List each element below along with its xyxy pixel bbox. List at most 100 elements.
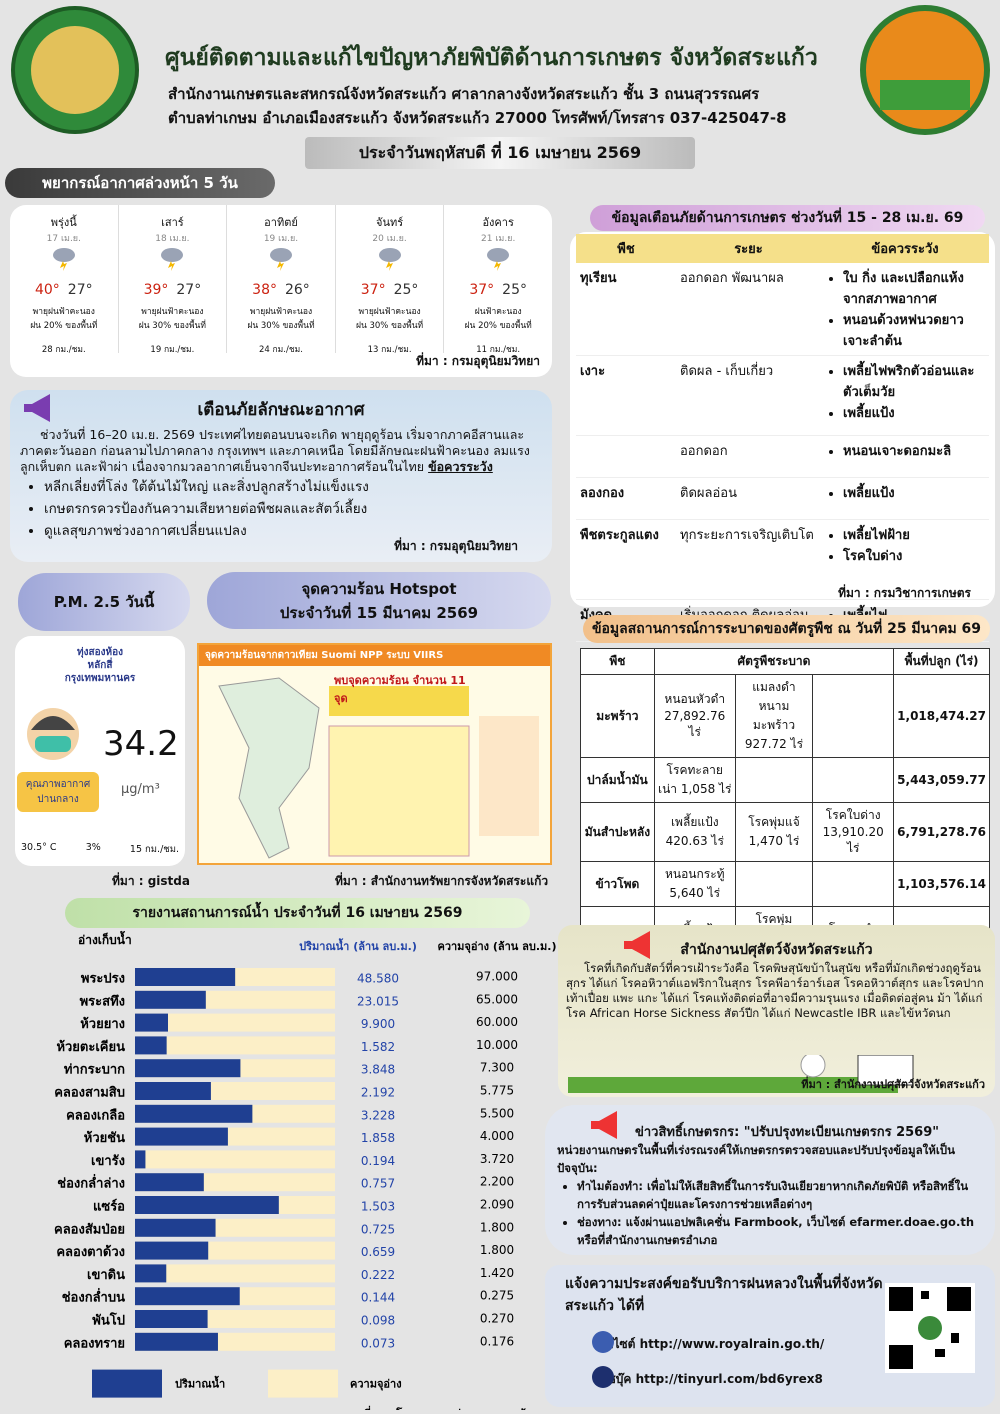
volume-bar	[135, 1059, 241, 1078]
weather-desc: พายุฝนฟ้าคะนอง	[32, 307, 95, 317]
pest-crop: มันสำปะหลัง	[580, 802, 655, 862]
capacity-label: 65.000	[476, 992, 518, 1006]
pest-cell: หนอนกระทู้ 5,640 ไร่	[653, 861, 736, 907]
forecast-day: อาทิตย์ 19 เม.ย. 38° 26° พายุฝนฟ้าคะนอง ฝน 30…	[226, 205, 335, 355]
warning-box: เตือนภัยลักษณะอากาศ ช่วงวันที่ 16–20 เม.…	[10, 390, 552, 562]
forecast-day: จันทร์ 20 เม.ย. 37° 25° พายุฝนฟ้าคะนอง ฝน 30%…	[334, 205, 444, 355]
caution-list: เพลี้ยแป้ง	[825, 482, 985, 503]
volume-label: 0.659	[361, 1245, 395, 1259]
header-line: สำนักงานเกษตรและสหกรณ์จังหวัดสระแก้ว ศาล…	[168, 85, 760, 103]
crop-name-text: เงาะ	[580, 364, 606, 379]
news-title: ข่าวสิทธิ์เกษตรกร: "ปรับปรุงทะเบียนเกษตร…	[635, 1125, 940, 1140]
series-header: ความจุอ่าง (ล้าน ลบ.ม.)	[437, 940, 556, 954]
pm-card: ทุ่งสองห้อง หลักสี่ กรุงเทพมหานคร 34.2 คุณ…	[15, 636, 185, 866]
category-label: ห้วยชัน	[84, 1130, 125, 1146]
news-list: ทำไมต้องทำ: เพื่อไม่ให้เสียสิทธิ์ในการรั…	[545, 1178, 995, 1250]
category-header: อ่างเก็บน้ำ	[78, 930, 132, 947]
forecast-day: เสาร์ 18 เม.ย. 39° 27° พายุฝนฟ้าคะนอง ฝน 30% …	[117, 205, 227, 355]
capacity-label: 10.000	[476, 1038, 518, 1052]
location-line: หลักสี่	[87, 660, 113, 671]
pest-cell: หนอนหัวดำ 27,892.76 ไร่	[653, 674, 736, 758]
day-name: อาทิตย์	[264, 216, 298, 229]
weather-desc: พายุฝนฟ้าคะนอง	[358, 307, 421, 317]
pest-cell	[734, 861, 814, 907]
caution-item: ใบ กิ่ง และเปลือกแห้งจากสภาพอากาศ	[843, 267, 985, 309]
left-logo-inner	[31, 26, 119, 114]
livestock-box: สำนักงานปศุสัตว์จังหวัดสระแก้ว โรคที่เกิ…	[558, 925, 995, 1097]
pest-text: โรคใบด่าง 13,910.20 ไร่	[822, 808, 884, 855]
legend-swatch	[268, 1369, 338, 1398]
volume-label: 2.192	[361, 1086, 395, 1100]
megaphone-icon	[624, 931, 650, 959]
megaphone-icon	[24, 394, 50, 422]
day-name: จันทร์	[376, 216, 404, 229]
pest-text: เพลี้ยแป้ง 420.63 ไร่	[665, 815, 724, 848]
category-label: ท่ากระบาก	[64, 1063, 125, 1078]
capacity-label: 1.420	[480, 1266, 514, 1280]
category-label: แซร์อ	[93, 1199, 125, 1215]
source: ที่มา : โครงการชลประทานสระแก้ว	[364, 1406, 532, 1410]
map-count: พบจุดความร้อน จำนวน 11 จุด	[334, 674, 466, 705]
water-chart: อ่างเก็บน้ำ ปริมาณน้ำ (ล้าน ลบ.ม.) ความจุอ…	[54, 930, 557, 1410]
pm-quality: คุณภาพอากาศปานกลาง	[17, 772, 99, 812]
right-logo-field	[880, 80, 970, 110]
volume-bar	[135, 1013, 168, 1032]
weather-icon	[378, 248, 401, 271]
legend-label: ปริมาณน้ำ	[175, 1376, 225, 1391]
pest-table: พืช ศัตรูพืชระบาด พื้นที่ปลูก (ไร่) มะพร้าว…	[580, 648, 990, 971]
crop-stage: ออกดอก พัฒนาผล	[680, 271, 784, 286]
temp-min: 25°	[393, 282, 419, 298]
source: ที่มา : สำนักงานปศุสัตว์จังหวัดสระแก้ว	[801, 1078, 985, 1091]
warning-title: เตือนภัยลักษณะอากาศ	[197, 400, 365, 420]
caution-item: เพลี้ยแป้ง	[843, 482, 985, 503]
volume-bar	[135, 1082, 211, 1100]
source: ที่มา : gistda	[112, 874, 190, 888]
volume-bar	[135, 990, 206, 1009]
crop-cautions: เพลี้ยไฟฝ้ายโรคใบด่าง	[821, 520, 989, 600]
wind: 28 กม./ชม.	[41, 345, 86, 355]
day-date: 21 เม.ย.	[481, 234, 516, 244]
rain-box: แจ้งความประสงค์ขอรับบริการฝนหลวงในพื้นที…	[545, 1265, 995, 1407]
temp-max: 38°	[252, 282, 277, 298]
pest-row: ข้าวโพด หนอนกระทู้ 5,640 ไร่ 1,103,576.14	[580, 861, 990, 907]
pest-cell: โรคพุ่มแจ้ 1,470 ไร่	[734, 802, 814, 862]
day-date: 19 เม.ย.	[263, 234, 299, 244]
forecast-days: พรุ่งนี้ 17 เม.ย. 40° 27° พายุฝนฟ้าคะนอง ฝน 2…	[10, 205, 552, 355]
livestock-title: สำนักงานปศุสัตว์จังหวัดสระแก้ว	[680, 942, 873, 958]
crop-name: เงาะ	[576, 356, 676, 436]
day-name: อังคาร	[482, 216, 514, 229]
pest-area: 1,103,576.14	[893, 861, 990, 907]
pest-header-cell: พื้นที่ปลูก (ไร่)	[893, 648, 990, 675]
capacity-label: 1.800	[480, 1243, 514, 1257]
temp-max: 37°	[469, 282, 495, 298]
pest-area: 1,018,474.27	[893, 674, 990, 758]
source: ที่มา : กรมอุตุนิยมวิทยา	[394, 539, 518, 553]
weather-desc: ฝน 20% ของพื้นที่	[464, 321, 532, 331]
warning-item: เกษตรกรควรป้องกันความเสียหายต่อพืชผลและส…	[44, 497, 552, 519]
crop-name: ทุเรียน	[576, 263, 676, 356]
crop-name: ลองกอง	[576, 478, 676, 520]
legend-label: ความจุอ่าง	[350, 1378, 402, 1392]
pm-temp: 30.5° C	[21, 842, 57, 853]
day-date: 20 เม.ย.	[372, 234, 407, 244]
forecast-day: พรุ่งนี้ 17 เม.ย. 40° 27° พายุฝนฟ้าคะนอง ฝน 2…	[10, 205, 118, 355]
wind: 11 กม./ชม.	[476, 345, 521, 355]
weather-desc: พายุฝนฟ้าคะนอง	[141, 307, 204, 317]
caution-list: เพลี้ยไฟพริกตัวอ่อนและตัวเต็มวัยเพลี้ยแป…	[825, 360, 985, 423]
temps: 37° 25°	[336, 282, 444, 298]
forecast-day: อังคาร 21 เม.ย. 37° 25° ฝนฟ้าคะนอง ฝน 20% ของ…	[443, 205, 552, 355]
volume-label: 0.144	[361, 1291, 395, 1305]
pm-humidity: 3%	[85, 842, 101, 853]
caution-item: เพลี้ยไฟฝ้าย	[843, 524, 985, 545]
capacity-bar	[135, 1013, 335, 1032]
pest-text: หนอนหัวดำ 27,892.76 ไร่	[664, 692, 726, 739]
water-title: รายงานสถานการณ์น้ำ ประจำวันที่ 16 เมษายน…	[65, 898, 530, 928]
day-date: 17 เม.ย.	[46, 234, 81, 244]
capacity-label: 60.000	[476, 1015, 518, 1029]
volume-label: 3.848	[361, 1063, 395, 1077]
warning-text: ช่วงวันที่ 16–20 เม.ย. 2569 ประเทศไทยตอน…	[20, 427, 530, 474]
hotspot-heading: จุดความร้อน Hotspot	[301, 579, 457, 598]
capacity-label: 0.270	[480, 1312, 514, 1326]
temp-min: 25°	[502, 282, 527, 298]
